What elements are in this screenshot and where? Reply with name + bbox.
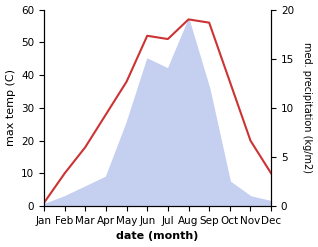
Y-axis label: max temp (C): max temp (C): [5, 69, 16, 146]
X-axis label: date (month): date (month): [116, 231, 199, 242]
Y-axis label: med. precipitation (kg/m2): med. precipitation (kg/m2): [302, 42, 313, 173]
